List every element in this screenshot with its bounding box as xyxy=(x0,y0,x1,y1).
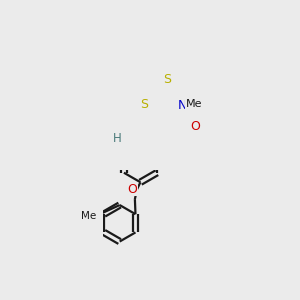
Text: S: S xyxy=(164,73,171,86)
Text: O: O xyxy=(128,182,137,196)
Text: N: N xyxy=(178,99,187,112)
Text: Me: Me xyxy=(186,99,202,110)
Text: S: S xyxy=(140,98,148,111)
Text: Me: Me xyxy=(81,211,97,220)
Text: O: O xyxy=(190,120,200,133)
Text: H: H xyxy=(113,132,122,145)
